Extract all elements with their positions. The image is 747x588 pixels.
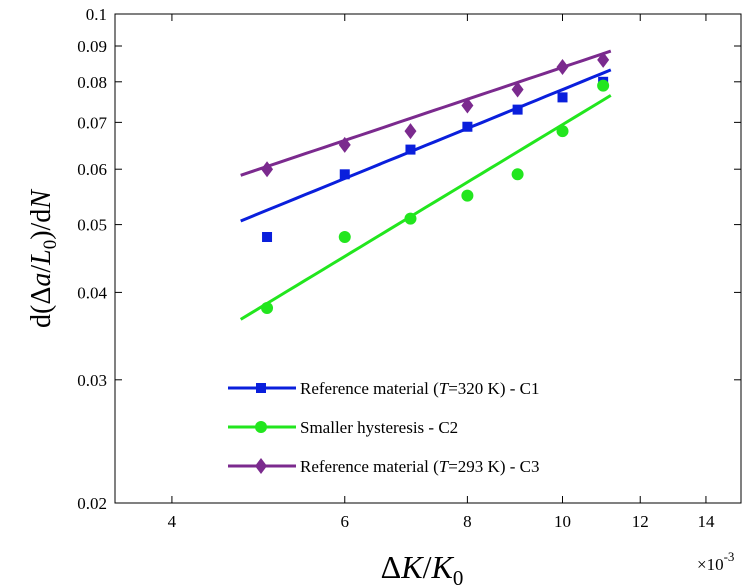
x-axis-label: ΔK/K0 xyxy=(381,549,464,588)
data-point-c2 xyxy=(404,212,417,225)
legend-entry-c2: Smaller hysteresis - C2 xyxy=(228,418,458,437)
x-tick-label: 4 xyxy=(168,512,177,531)
data-point-c1 xyxy=(512,104,523,115)
data-point-c3 xyxy=(556,58,569,75)
y-tick-label: 0.09 xyxy=(77,37,107,56)
data-point-c2 xyxy=(461,189,474,202)
data-point-c2 xyxy=(261,301,274,314)
legend-entry-c1: Reference material (T=320 K) - C1 xyxy=(228,379,540,398)
data-point-c2 xyxy=(556,125,569,138)
legend-marker-c1 xyxy=(256,383,266,393)
data-point-c3 xyxy=(597,51,610,68)
fit-line-c2 xyxy=(239,94,612,321)
data-point-c2 xyxy=(597,79,610,92)
data-point-c2 xyxy=(338,231,351,244)
data-point-c1 xyxy=(557,92,568,103)
y-tick-label: 0.08 xyxy=(77,73,107,92)
legend: Reference material (T=320 K) - C1 Smalle… xyxy=(222,368,698,486)
data-point-c1 xyxy=(339,169,350,180)
y-axis-label: d(Δa/L0)/dN xyxy=(26,189,61,328)
data-point-c2 xyxy=(511,168,524,181)
y-tick-label: 0.1 xyxy=(86,5,107,24)
legend-label-c1: Reference material (T=320 K) - C1 xyxy=(300,379,540,398)
legend-box xyxy=(222,368,698,486)
data-point-c3 xyxy=(461,97,474,114)
y-tick-label: 0.06 xyxy=(77,160,107,179)
ticks-layer: 0.02 0.03 0.04 0.05 0.06 0.07 0.08 0.09 0.1 4 6 8 10… xyxy=(77,5,741,531)
x-tick-label: 10 xyxy=(554,512,571,531)
y-tick-label: 0.04 xyxy=(77,283,107,302)
fits-layer xyxy=(239,49,612,321)
y-tick-label: 0.07 xyxy=(77,113,107,132)
data-point-c3 xyxy=(261,161,274,178)
fit-line-c1 xyxy=(240,68,612,223)
data-point-c1 xyxy=(405,144,416,155)
legend-label-c2: Smaller hysteresis - C2 xyxy=(300,418,458,437)
y-tick-label: 0.03 xyxy=(77,371,107,390)
data-point-c1 xyxy=(262,232,273,243)
x-tick-label: 6 xyxy=(341,512,350,531)
y-tick-label: 0.05 xyxy=(77,216,107,235)
data-point-c1 xyxy=(462,121,473,132)
legend-label-c3: Reference material (T=293 K) - C3 xyxy=(300,457,540,476)
y-tick-label: 0.02 xyxy=(77,494,107,513)
data-point-c3 xyxy=(338,136,351,153)
x-exponent-label: ×10-3 xyxy=(697,549,734,574)
fit-line-c3 xyxy=(240,49,612,177)
x-tick-label: 12 xyxy=(632,512,649,531)
legend-marker-c3 xyxy=(255,458,267,474)
data-point-c3 xyxy=(404,123,417,140)
x-tick-label: 8 xyxy=(463,512,472,531)
legend-entry-c3: Reference material (T=293 K) - C3 xyxy=(228,457,540,476)
legend-marker-c2 xyxy=(255,421,267,433)
data-point-c3 xyxy=(511,81,524,98)
points-layer xyxy=(261,51,610,314)
x-tick-label: 14 xyxy=(697,512,715,531)
y-axis-label-group: d(Δa/L0)/dN xyxy=(26,189,61,328)
